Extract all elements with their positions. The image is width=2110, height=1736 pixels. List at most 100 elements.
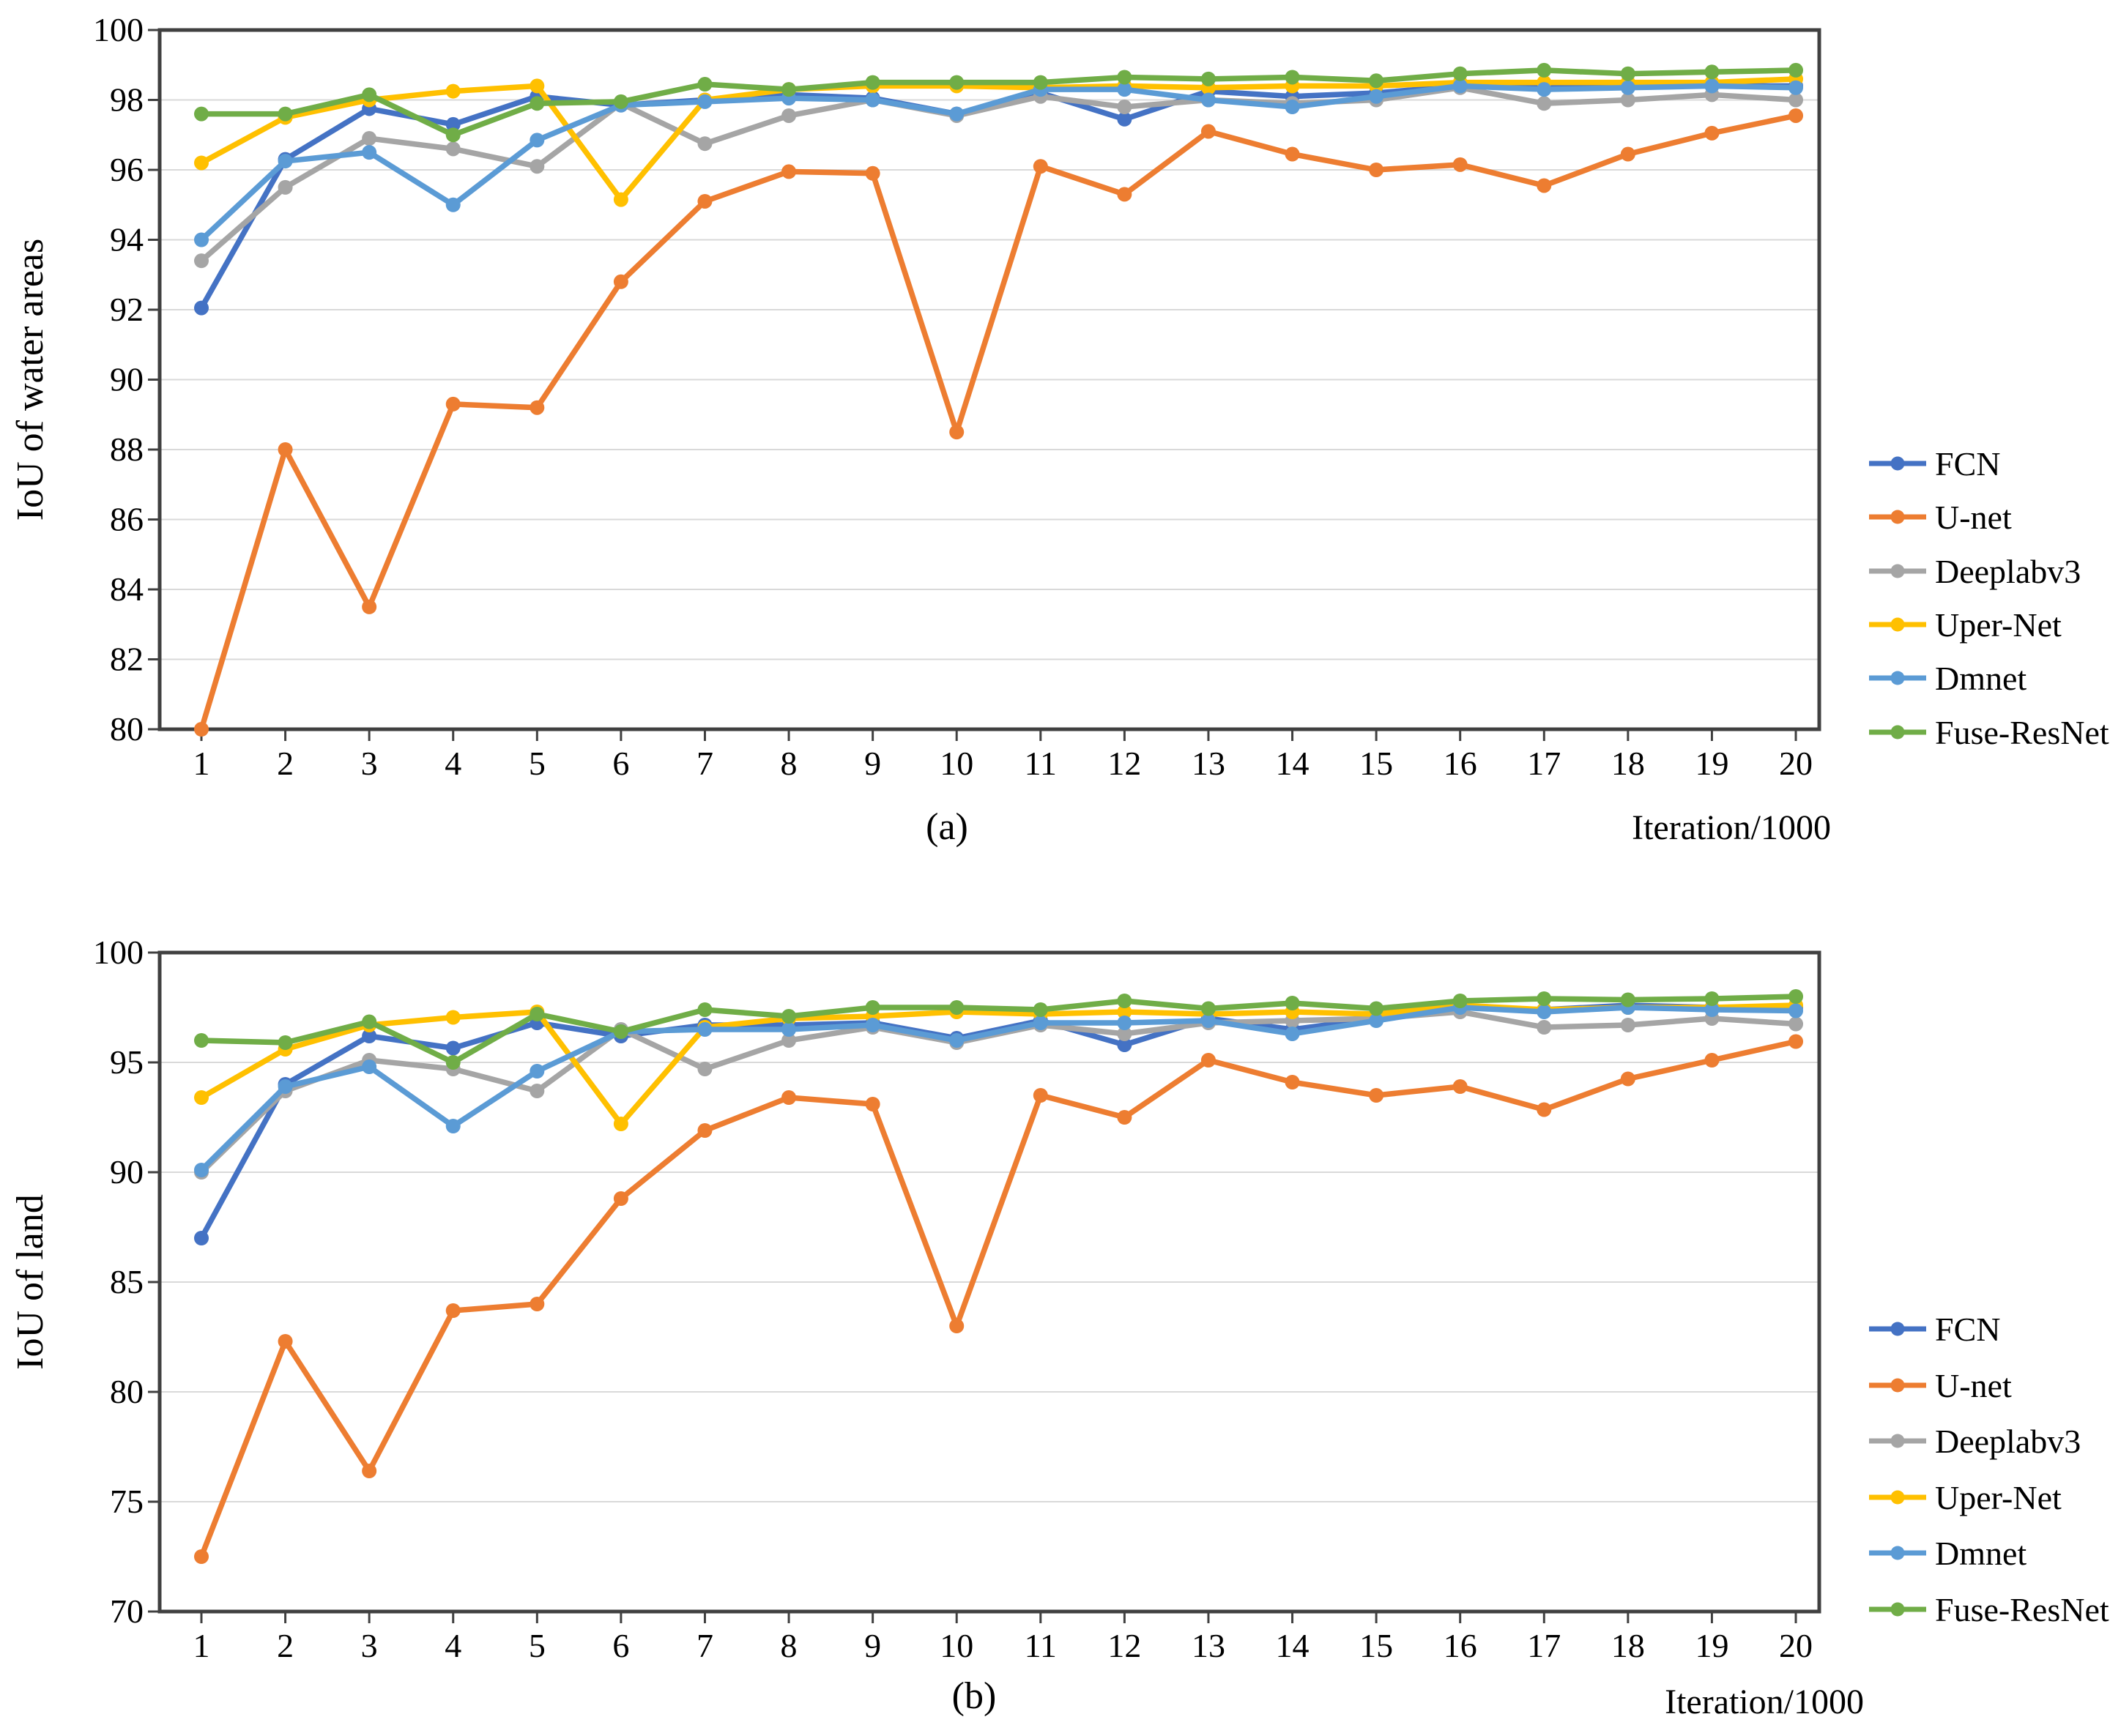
x-axis-tick-label: 7 <box>696 745 713 782</box>
data-point-unet <box>445 396 461 411</box>
data-point-fuseresnet <box>1620 992 1635 1007</box>
data-point-deeplabv3 <box>278 179 293 195</box>
legend-label: Uper-Net <box>1935 1479 2062 1516</box>
data-point-dmnet <box>865 92 880 108</box>
x-axis-tick-label: 3 <box>361 745 378 782</box>
data-point-unet <box>865 165 880 181</box>
data-point-deeplabv3 <box>194 253 209 269</box>
data-point-dmnet <box>949 1033 965 1048</box>
series-line-deeplabv3 <box>198 1009 1799 1175</box>
data-point-fuseresnet <box>949 1000 965 1015</box>
gridlines-a <box>160 99 1819 660</box>
series-line-dmnet <box>198 1005 1799 1173</box>
legend-item-upernet: Uper-Net <box>1869 606 2062 644</box>
data-point-unet <box>362 1464 377 1478</box>
plot-border-a <box>157 28 1821 731</box>
y-axis-title-a: IoU of water areas <box>10 239 51 521</box>
data-point-fuseresnet <box>697 77 713 92</box>
legend-marker-dot-icon <box>1890 1602 1905 1617</box>
data-point-dmnet <box>1369 1013 1384 1028</box>
data-point-deeplabv3 <box>530 159 545 174</box>
series-upernet <box>194 71 1804 207</box>
data-point-dmnet <box>1452 78 1468 94</box>
data-point-dmnet <box>1117 1016 1132 1030</box>
data-point-unet <box>1788 108 1804 123</box>
data-point-fuseresnet <box>278 106 293 122</box>
data-point-fuseresnet <box>613 1024 628 1039</box>
legend-item-fuseresnet: Fuse-ResNet <box>1869 714 2109 751</box>
series-fuseresnet <box>194 989 1804 1070</box>
data-point-fuseresnet <box>1452 994 1468 1008</box>
y-axis-a: 80 82 84 86 88 90 92 94 96 98 100 <box>93 11 160 748</box>
data-point-fuseresnet <box>1704 991 1720 1006</box>
legend-label: Deeplabv3 <box>1935 553 2081 590</box>
legend-item-dmnet: Dmnet <box>1869 660 2027 697</box>
data-point-fuseresnet <box>781 1009 797 1024</box>
data-point-dmnet <box>1537 1005 1552 1019</box>
data-point-fuseresnet <box>865 1000 880 1015</box>
data-point-dmnet <box>445 1119 461 1133</box>
panel-label-b: (b) <box>952 1675 997 1717</box>
x-axis-tick-label: 12 <box>1107 745 1141 782</box>
data-point-deeplabv3 <box>530 1084 545 1098</box>
data-point-dmnet <box>949 106 965 122</box>
legend-item-dmnet: Dmnet <box>1869 1535 2027 1572</box>
data-point-fcn <box>194 1231 209 1245</box>
data-point-dmnet <box>278 1079 293 1094</box>
data-point-unet <box>1620 1071 1635 1087</box>
legend-item-unet: U-net <box>1869 499 2012 536</box>
data-point-dmnet <box>1537 82 1552 97</box>
legend-marker-dot-icon <box>1890 671 1905 685</box>
x-axis-tick-label: 16 <box>1444 745 1477 782</box>
data-point-fuseresnet <box>1452 66 1468 81</box>
legend-item-fcn: FCN <box>1869 1311 2000 1348</box>
data-point-fuseresnet <box>194 106 209 122</box>
data-point-fuseresnet <box>530 96 545 111</box>
data-point-unet <box>362 599 377 614</box>
data-point-fuseresnet <box>1704 64 1720 80</box>
data-point-unet <box>1033 159 1048 174</box>
data-point-dmnet <box>1200 1013 1216 1028</box>
data-point-unet <box>278 442 293 457</box>
data-point-unet <box>1620 146 1635 162</box>
y-axis-tick-label: 100 <box>93 934 144 971</box>
data-point-fuseresnet <box>1788 62 1804 78</box>
data-point-unet <box>613 274 628 289</box>
x-axis-a: 1 2 3 4 5 6 7 8 9 10 11 12 13 14 15 16 17 18 19 20 <box>193 729 1813 782</box>
legend-label: Dmnet <box>1935 1535 2027 1572</box>
legend-marker-dot-icon <box>1890 1378 1905 1393</box>
legend-label: FCN <box>1935 1311 2000 1348</box>
series-line-fuseresnet <box>198 67 1799 138</box>
series-unet <box>194 108 1804 737</box>
data-point-fuseresnet <box>781 82 797 97</box>
data-point-unet <box>445 1303 461 1318</box>
y-axis-tick-label: 88 <box>110 431 144 468</box>
data-point-unet <box>1369 163 1384 177</box>
legend-item-unet: U-net <box>1869 1367 2012 1404</box>
data-point-unet <box>1200 124 1216 139</box>
data-point-unet <box>1452 157 1468 172</box>
data-point-unet <box>1704 1053 1720 1068</box>
data-point-deeplabv3 <box>1620 1018 1635 1032</box>
plot-border-b <box>157 950 1821 1614</box>
data-point-upernet <box>194 1090 209 1105</box>
x-axis-tick-label: 17 <box>1527 745 1561 782</box>
y-axis-tick-label: 92 <box>110 291 144 328</box>
legend-label: FCN <box>1935 445 2000 483</box>
data-point-dmnet <box>1369 89 1384 104</box>
data-point-unet <box>949 425 965 440</box>
data-point-upernet <box>613 192 628 207</box>
data-point-dmnet <box>530 1064 545 1079</box>
data-point-dmnet <box>697 94 713 109</box>
legend-item-deeplabv3: Deeplabv3 <box>1869 553 2081 590</box>
y-axis-tick-label: 94 <box>110 221 144 258</box>
gridlines-b <box>160 1062 1819 1502</box>
x-axis-tick-label: 19 <box>1695 745 1728 782</box>
data-point-fuseresnet <box>530 1007 545 1021</box>
y-axis-tick-label: 98 <box>110 81 144 119</box>
x-axis-tick-label: 11 <box>1025 745 1057 782</box>
data-point-unet <box>1033 1088 1048 1103</box>
data-point-unet <box>1452 1079 1468 1094</box>
data-point-fuseresnet <box>1285 70 1300 85</box>
